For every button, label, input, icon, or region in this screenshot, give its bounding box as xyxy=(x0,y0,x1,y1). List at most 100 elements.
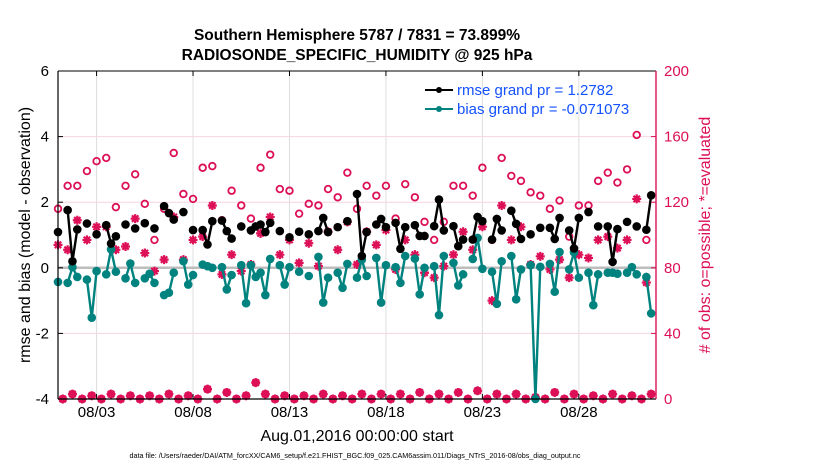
evaluated-obs-marker xyxy=(448,250,458,260)
evaluated-obs-marker xyxy=(458,227,468,237)
bias-point xyxy=(492,299,502,309)
bias-point xyxy=(584,268,593,278)
possible-obs-marker xyxy=(642,235,651,245)
rmse-point xyxy=(516,234,526,244)
possible-obs-marker xyxy=(208,161,217,171)
bias-point xyxy=(222,285,232,294)
rmse-point xyxy=(159,201,169,211)
rmse-point xyxy=(400,222,410,232)
rmse-point xyxy=(333,222,343,232)
evaluated-obs-marker xyxy=(203,384,212,394)
rmse-point xyxy=(227,234,236,243)
rmse-point xyxy=(357,251,367,261)
evaluated-obs-marker xyxy=(468,245,478,255)
bias-point xyxy=(550,287,560,297)
possible-obs-marker xyxy=(246,214,256,223)
possible-obs-marker xyxy=(449,181,458,190)
evaluated-obs-marker xyxy=(632,194,642,204)
possible-obs-marker xyxy=(102,153,111,163)
bias-point xyxy=(589,300,598,310)
evaluated-obs-marker xyxy=(516,222,526,232)
possible-obs-marker xyxy=(593,176,603,186)
bias-point xyxy=(487,267,497,277)
rmse-point xyxy=(593,222,603,231)
bias-point xyxy=(241,298,251,308)
possible-obs-marker xyxy=(468,191,477,200)
evaluated-obs-marker xyxy=(207,200,217,210)
rmse-point xyxy=(294,227,304,237)
rmse-point xyxy=(420,231,429,241)
possible-obs-marker xyxy=(188,194,198,204)
possible-obs-marker xyxy=(536,191,545,200)
rmse-point xyxy=(265,218,275,228)
evaluated-obs-marker xyxy=(241,391,251,401)
rmse-point xyxy=(603,222,613,231)
bias-point xyxy=(439,251,449,261)
bias-point xyxy=(208,263,217,273)
possible-obs-marker xyxy=(420,217,429,227)
bias-point xyxy=(420,263,429,273)
rmse-point xyxy=(550,234,560,244)
evaluated-obs-marker xyxy=(72,215,82,225)
rmse-point xyxy=(371,220,381,229)
bias-point xyxy=(535,262,545,272)
bias-point xyxy=(106,245,116,254)
possible-obs-marker xyxy=(92,156,101,166)
possible-obs-marker xyxy=(381,181,391,190)
possible-obs-marker xyxy=(82,166,92,176)
rmse-point xyxy=(222,226,232,236)
rmse-point xyxy=(343,216,352,226)
y-right-tick-label: 160 xyxy=(664,129,689,146)
rmse-point xyxy=(535,223,545,233)
bias-point xyxy=(458,270,468,279)
evaluated-obs-marker xyxy=(477,222,487,232)
bias-point xyxy=(314,252,323,262)
evaluated-obs-marker xyxy=(121,241,131,251)
possible-obs-marker xyxy=(265,150,275,159)
bias-point xyxy=(516,265,526,274)
evaluated-obs-marker xyxy=(275,250,285,260)
evaluated-obs-marker xyxy=(497,200,507,210)
bias-point xyxy=(449,258,458,268)
bias-point xyxy=(130,278,140,288)
evaluated-obs-marker xyxy=(492,389,502,399)
rmse-point xyxy=(106,239,116,248)
rmse-point xyxy=(198,225,207,235)
bias-point xyxy=(593,270,603,279)
rmse-point xyxy=(130,224,140,233)
evaluated-obs-marker xyxy=(357,389,367,399)
evaluated-obs-marker xyxy=(574,250,584,260)
evaluated-obs-marker xyxy=(222,387,232,397)
possible-obs-marker xyxy=(73,181,82,190)
bias-point xyxy=(343,259,352,269)
possible-obs-marker xyxy=(227,186,236,195)
evaluated-obs-marker xyxy=(487,296,497,306)
bias-point xyxy=(613,269,622,279)
x-tick-label: 08/03 xyxy=(78,404,116,421)
evaluated-obs-marker xyxy=(149,266,159,276)
rmse-point xyxy=(362,227,371,237)
y-axis-right-label: # of obs: o=possible; *=evaluated xyxy=(697,117,714,354)
rmse-point xyxy=(497,226,506,235)
evaluated-obs-marker xyxy=(569,389,579,399)
y-tick-label: 0 xyxy=(41,260,49,277)
rmse-point xyxy=(434,195,444,204)
evaluated-obs-marker xyxy=(415,387,425,397)
rmse-point xyxy=(304,230,314,239)
bias-point xyxy=(507,251,516,261)
bias-point xyxy=(400,251,410,261)
rmse-point xyxy=(323,227,333,237)
bias-point xyxy=(280,280,289,289)
rmse-point xyxy=(314,226,323,236)
rmse-point xyxy=(574,213,584,223)
bias-point xyxy=(362,271,371,281)
rmse-point xyxy=(632,222,642,231)
bias-point xyxy=(101,270,111,279)
rmse-point xyxy=(429,221,439,231)
bias-point xyxy=(179,256,188,266)
possible-obs-marker xyxy=(323,184,333,194)
possible-obs-marker xyxy=(362,181,371,190)
possible-obs-marker xyxy=(574,201,584,210)
bias-point xyxy=(275,260,285,270)
possible-obs-marker xyxy=(555,196,564,205)
